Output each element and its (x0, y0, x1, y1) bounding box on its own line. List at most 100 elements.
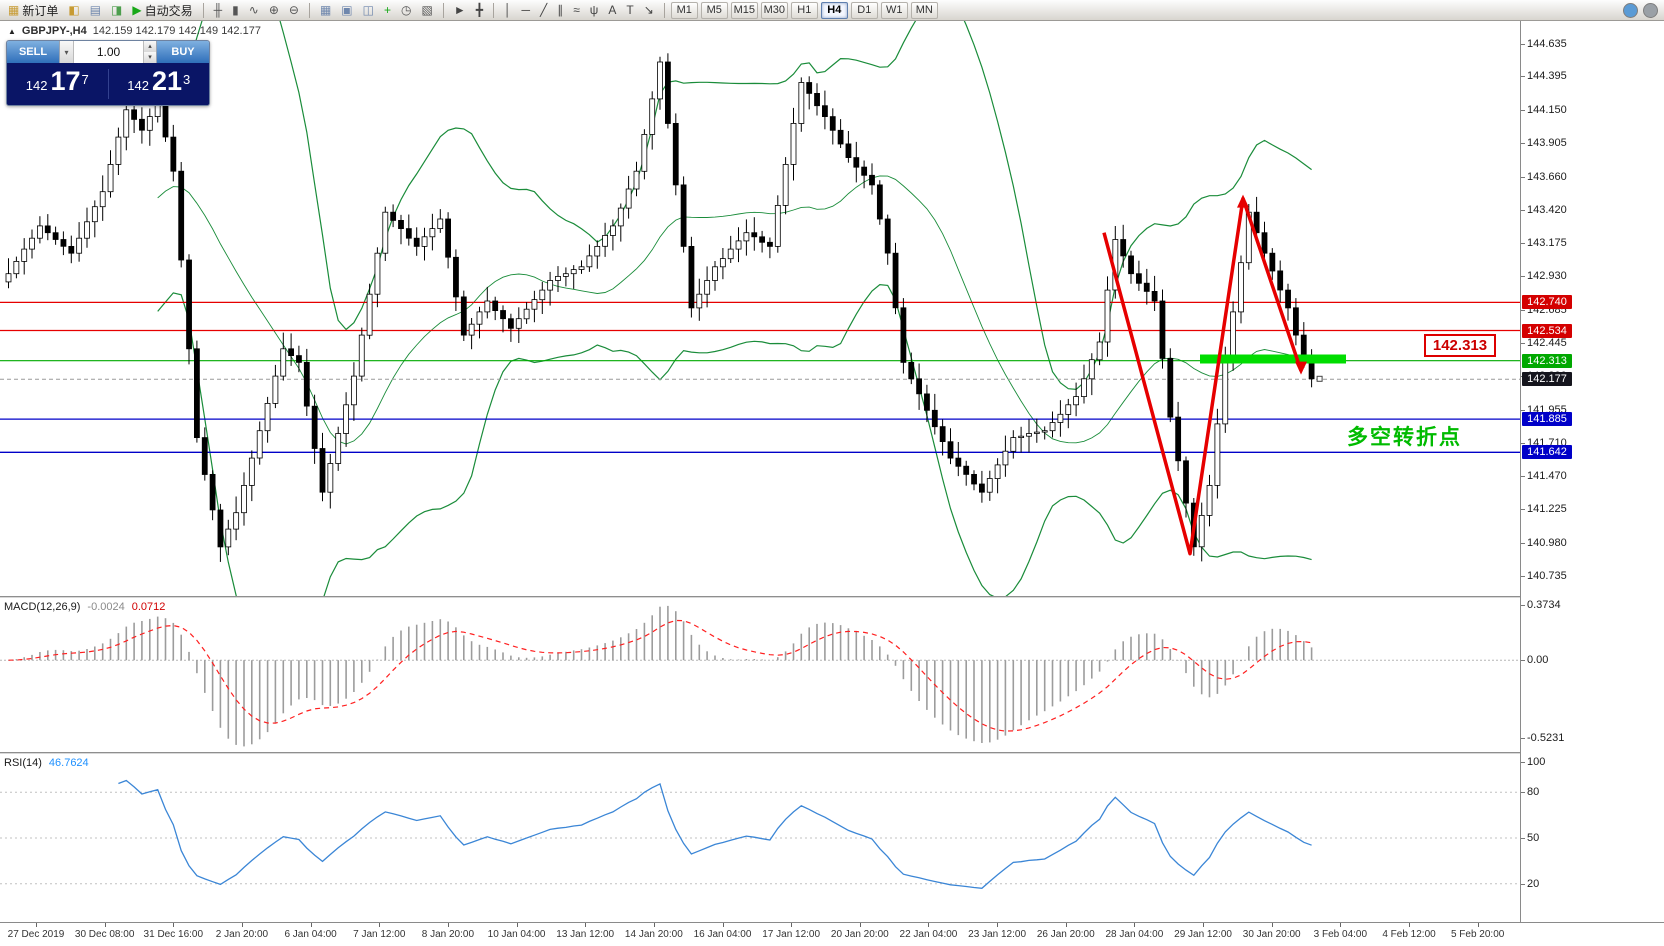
ask-prefix: 142 (127, 77, 149, 93)
volume-input[interactable]: 1.00 (96, 45, 121, 59)
collapse-panel-icon[interactable]: ▲ (8, 26, 16, 36)
search-icon[interactable] (1643, 3, 1658, 18)
time-axis-label: 7 Jan 12:00 (353, 929, 406, 940)
periods-icon: ◷ (401, 3, 412, 17)
volume-dropdown-button[interactable]: ▾ (60, 41, 74, 63)
price-axis[interactable]: 144.635 144.395 144.150 143.905 143.660 143.4… (1520, 21, 1664, 922)
navigator-icon[interactable]: ◨ (107, 1, 126, 19)
channel-icon[interactable]: ∥ (553, 1, 567, 19)
zigzag-arrowhead-up (1237, 194, 1249, 208)
rsi-panel[interactable] (0, 754, 1520, 922)
zoom-in-icon[interactable]: ⊕ (265, 1, 283, 19)
timeframe-button-h1[interactable]: H1 (790, 1, 818, 19)
bollinger-upper-band[interactable] (157, 21, 1312, 391)
price-axis-tick (1521, 209, 1525, 211)
time-axis-label: 31 Dec 16:00 (143, 929, 204, 940)
bollinger-bands[interactable] (157, 21, 1312, 596)
time-axis-tick (1409, 923, 1410, 927)
last-price-marker (1316, 375, 1323, 382)
pitchfork-icon[interactable]: ψ (586, 1, 603, 19)
zigzag-trendline[interactable] (1102, 196, 1303, 556)
timeframe-button-m15[interactable]: M15 (730, 1, 758, 19)
green-highlight-bar[interactable] (1200, 354, 1346, 364)
periods-icon[interactable]: ◷ (397, 1, 415, 19)
turning-point-annotation[interactable]: 多空转折点 (1347, 426, 1462, 449)
time-axis-tick (1203, 923, 1205, 927)
timeframe-button-w1[interactable]: W1 (880, 1, 908, 19)
time-axis-label: 29 Jan 12:00 (1174, 929, 1232, 940)
sell-button[interactable]: SELL (7, 41, 59, 63)
fibonacci-icon[interactable]: ≈ (569, 1, 584, 19)
timeframe-button-d1[interactable]: D1 (850, 1, 878, 19)
data-window-icon[interactable]: ▤ (86, 1, 105, 19)
time-axis-tick (791, 923, 793, 927)
candles[interactable] (5, 53, 1315, 562)
arrange-windows-icon[interactable]: ◫ (359, 1, 378, 19)
macd-main-value: -0.0024 (87, 601, 125, 613)
line-chart-mode-icon[interactable]: ∿ (245, 1, 263, 19)
price-chart[interactable] (0, 21, 1520, 596)
timeframe-button-m1[interactable]: M1 (670, 1, 698, 19)
rsi-line (118, 779, 1312, 889)
bar-chart-mode-icon[interactable]: ╫ (210, 1, 227, 19)
timeframe-button-m5[interactable]: M5 (700, 1, 728, 19)
bollinger-lower-band[interactable] (157, 283, 1312, 596)
line-chart-mode-icon: ∿ (248, 3, 259, 17)
timeframe-button-m30[interactable]: M30 (760, 1, 788, 19)
bid-price[interactable]: 142 17 7 (7, 68, 108, 100)
horizontal-line-icon[interactable]: ─ (517, 1, 534, 19)
label-icon: T (626, 3, 634, 17)
add-indicator-icon[interactable]: + (380, 1, 395, 19)
price-level-annotation[interactable]: 142.313 (1424, 334, 1496, 357)
zoom-out-icon[interactable]: ⊖ (285, 1, 303, 19)
fibonacci-icon: ≈ (573, 3, 580, 17)
autotrading-play-icon: ▶ (132, 3, 142, 17)
ask-price[interactable]: 142 21 3 (109, 68, 210, 100)
tile-windows-icon[interactable]: ▦ (316, 1, 335, 19)
macd-panel[interactable] (0, 598, 1520, 752)
time-axis[interactable]: 27 Dec 2019 30 Dec 08:00 31 Dec 16:00 2 Jan… (0, 922, 1664, 946)
label-icon[interactable]: T (622, 1, 637, 19)
auto-trading-button[interactable]: ▶ 自动交易 (128, 1, 196, 19)
volume-spinner: ▴ ▾ (143, 41, 156, 63)
cursor-icon[interactable]: ► (450, 1, 470, 19)
spin-up-icon[interactable]: ▴ (144, 41, 156, 52)
bollinger-middle-band[interactable] (157, 175, 1312, 445)
panel-separator[interactable] (0, 752, 1664, 754)
symbol-ohlc: 142.159 142.179 142.149 142.177 (92, 25, 261, 37)
buy-button[interactable]: BUY (157, 41, 209, 63)
new-order-button[interactable]: ▦ 新订单 (4, 1, 62, 19)
candlestick-mode-icon[interactable]: ▮ (228, 1, 243, 19)
time-axis-tick (1477, 923, 1479, 927)
price-axis-label: 140.980 (1527, 536, 1567, 549)
navigator-icon: ◨ (111, 3, 123, 17)
spin-down-icon[interactable]: ▾ (144, 52, 156, 63)
trendline-icon[interactable]: ╱ (536, 1, 551, 19)
time-axis-tick (722, 923, 724, 927)
panel-separator[interactable] (0, 596, 1664, 598)
time-axis-label: 27 Dec 2019 (7, 929, 65, 940)
timeframe-button-h4[interactable]: H4 (820, 1, 848, 19)
community-icon[interactable] (1623, 3, 1638, 18)
templates-icon[interactable]: ▧ (417, 1, 436, 19)
timeframe-button-mn[interactable]: MN (910, 1, 938, 19)
crosshair-icon[interactable]: ╋ (472, 1, 487, 19)
cascade-windows-icon[interactable]: ▣ (337, 1, 356, 19)
ask-big-digits: 21 (151, 66, 182, 96)
rsi-axis-label: 100 (1527, 755, 1546, 768)
time-axis-tick (173, 923, 175, 927)
symbol-title: GBPJPY-,H4 (21, 25, 87, 37)
time-axis-tick (1271, 923, 1273, 927)
one-click-trading-panel: SELL ▾ 1.00 ▴ ▾ BUY 142 17 7 142 21 3 (6, 40, 210, 106)
toolbar-separator (308, 2, 310, 18)
toolbar-separator (663, 2, 665, 18)
rsi-axis-tick (1521, 792, 1525, 794)
market-watch-icon[interactable]: ◧ (64, 1, 83, 19)
time-axis-tick (653, 923, 655, 927)
time-axis-label: 22 Jan 04:00 (899, 929, 958, 940)
price-level-badge: 142.313 (1522, 353, 1572, 368)
vertical-line-icon[interactable]: │ (500, 1, 516, 19)
arrows-icon[interactable]: ↘ (640, 1, 658, 19)
rsi-axis-tick (1521, 883, 1525, 885)
text-icon[interactable]: A (604, 1, 620, 19)
